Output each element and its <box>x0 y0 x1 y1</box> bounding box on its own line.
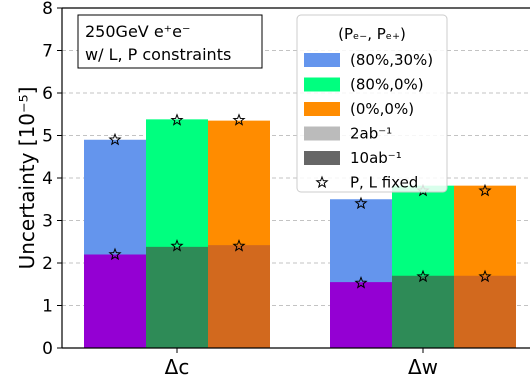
annotation-box: 250GeV e⁺e⁻ w/ L, P constraints <box>77 14 263 69</box>
annotation-line-2: w/ L, P constraints <box>85 45 231 64</box>
legend: (Pₑ₋, Pₑ₊) (80%,30%) (80%,0%) (0%,0%) 2ab⁻¹… <box>296 14 448 193</box>
star-marker <box>170 113 184 126</box>
bar-10ab-1-0 <box>330 282 392 348</box>
y-tick-label: 2 <box>42 254 53 274</box>
legend-label: P, L fixed <box>350 174 418 192</box>
legend-entries: (80%,30%) (80%,0%) (0%,0%) 2ab⁻¹ 10ab⁻¹ P, L … <box>304 51 433 192</box>
legend-label: 2ab⁻¹ <box>350 125 392 143</box>
legend-label: (80%,0%) <box>350 76 424 94</box>
y-tick-label: 5 <box>42 127 53 147</box>
annotation-line-1: 250GeV e⁺e⁻ <box>85 22 190 41</box>
axes: 0 1 2 3 4 5 6 7 8 Δc Δw <box>42 0 530 379</box>
legend-swatch <box>304 151 340 165</box>
y-tick-label: 0 <box>42 339 53 359</box>
star-marker <box>170 239 184 252</box>
legend-swatch <box>304 53 340 67</box>
legend-label: 10ab⁻¹ <box>350 149 402 167</box>
y-tick-label: 4 <box>42 169 53 189</box>
star-marker <box>232 239 246 252</box>
legend-star-icon <box>315 175 329 189</box>
bar-10ab-1-2 <box>454 275 516 348</box>
legend-swatch <box>304 126 340 141</box>
star-marker <box>478 269 492 283</box>
legend-label: (80%,30%) <box>350 51 433 69</box>
bar-10ab-0-0 <box>84 254 146 348</box>
y-axis-label: Uncertainty [10⁻⁵] <box>15 87 39 270</box>
star-marker <box>416 269 430 283</box>
bar-10ab-0-1 <box>146 246 208 348</box>
star-marker <box>354 196 368 210</box>
bars <box>84 119 516 348</box>
star-marker <box>108 132 122 146</box>
x-tick-label: Δw <box>408 355 438 379</box>
y-tick-label: 8 <box>42 0 53 19</box>
star-marker <box>478 183 492 197</box>
y-tick-label: 7 <box>42 42 53 62</box>
legend-label: (0%,0%) <box>350 100 414 118</box>
x-tick-label: Δc <box>165 355 190 379</box>
legend-swatch <box>304 102 340 116</box>
legend-title: (Pₑ₋, Pₑ₊) <box>338 25 406 43</box>
y-tick-label: 3 <box>42 212 53 232</box>
star-marker <box>354 276 368 289</box>
bar-10ab-1-1 <box>392 275 454 348</box>
star-marker <box>232 113 246 126</box>
y-tick-label: 6 <box>42 84 53 104</box>
bar-10ab-0-2 <box>208 245 270 348</box>
star-marker <box>108 247 122 261</box>
legend-swatch <box>304 77 340 92</box>
y-tick-label: 1 <box>42 297 53 317</box>
